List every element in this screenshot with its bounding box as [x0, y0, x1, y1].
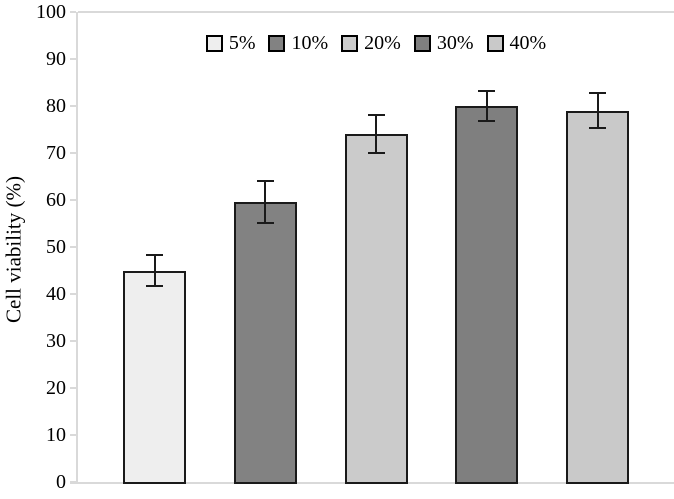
y-tick-mark [70, 105, 76, 107]
y-tick-mark [70, 246, 76, 248]
y-axis-line [76, 12, 78, 483]
y-tick-label: 20 [46, 377, 66, 399]
y-tick-label: 80 [46, 95, 66, 117]
error-bar-cap [367, 152, 385, 155]
legend-item-30%: 30% [413, 32, 474, 54]
y-tick-label: 100 [36, 1, 66, 23]
y-tick-label: 90 [46, 48, 66, 70]
y-tick-mark [70, 152, 76, 154]
y-tick-label: 10 [46, 424, 66, 446]
legend-label: 40% [509, 32, 547, 54]
legend-swatch-icon [341, 34, 359, 52]
error-bar-cap [589, 127, 606, 130]
y-tick-mark [70, 481, 76, 483]
legend-item-20%: 20% [341, 33, 401, 53]
bar-40% [566, 110, 629, 484]
y-tick-mark [70, 387, 76, 389]
y-tick-mark [70, 434, 76, 436]
bar-10% [233, 202, 297, 484]
error-bar-cap [478, 119, 496, 122]
error-bar-cap [589, 92, 606, 95]
bar-20% [344, 134, 408, 484]
legend-item-40%: 40% [486, 32, 547, 54]
error-bar-cap [256, 180, 274, 183]
legend-label: 30% [436, 32, 474, 54]
y-tick-label: 30 [46, 330, 66, 352]
y-tick-label: 40 [46, 283, 66, 305]
legend-swatch-icon [205, 34, 223, 52]
error-bar-line [485, 90, 488, 122]
y-tick-mark [70, 58, 76, 60]
error-bar-line [153, 254, 156, 287]
legend-item-10%: 10% [268, 33, 328, 53]
error-bar-cap [256, 222, 274, 225]
error-bar-cap [367, 113, 385, 116]
error-bar-cap [146, 284, 163, 287]
error-bar-line [596, 92, 599, 130]
legend-label: 10% [291, 32, 329, 54]
y-tick-label: 60 [46, 189, 66, 211]
y-tick-mark [70, 11, 76, 13]
y-tick-mark [70, 293, 76, 295]
legend-item-5%: 5% [205, 32, 256, 54]
error-bar-cap [146, 254, 163, 257]
legend-swatch-icon [413, 34, 431, 52]
y-tick-mark [70, 199, 76, 201]
bar-5% [123, 270, 186, 484]
error-bar-line [375, 113, 377, 155]
top-gridline [78, 11, 674, 13]
legend-swatch-icon [268, 34, 286, 52]
y-tick-label: 0 [56, 471, 66, 493]
legend-label: 20% [364, 32, 401, 54]
legend-swatch-icon [486, 34, 504, 52]
y-tick-mark [70, 340, 76, 342]
legend: 5% 10% 20% 30% 40% [78, 33, 674, 53]
y-tick-label: 50 [46, 236, 66, 258]
error-bar-cap [478, 90, 496, 93]
legend-label: 5% [228, 32, 256, 54]
error-bar-line [264, 180, 267, 225]
bar-30% [455, 106, 519, 484]
y-tick-label: 70 [46, 142, 66, 164]
